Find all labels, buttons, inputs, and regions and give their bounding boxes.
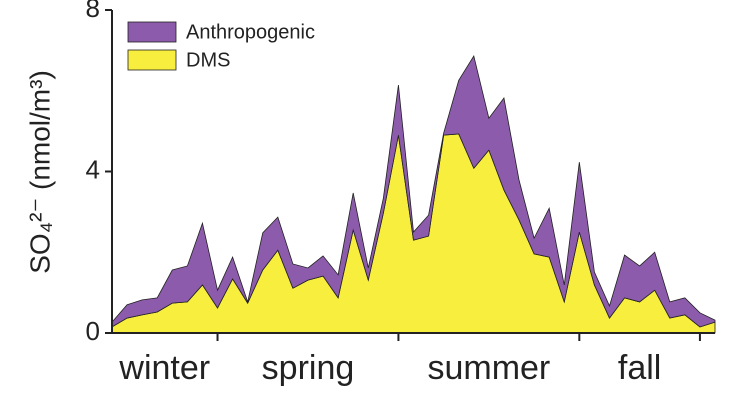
- season-label: winter: [118, 349, 210, 387]
- y-tick-label: 0: [86, 316, 100, 346]
- area: [111, 55, 716, 328]
- season-label: summer: [427, 349, 550, 387]
- y-tick-label: 4: [86, 154, 100, 184]
- season-label: fall: [618, 349, 661, 387]
- y-tick-label: 8: [86, 0, 100, 23]
- legend-swatch: [127, 49, 177, 71]
- season-label: spring: [262, 349, 355, 387]
- legend-swatch: [127, 21, 177, 43]
- legend-label: DMS: [186, 49, 230, 71]
- y-axis-label: SO₄²⁻ (nmol/m³): [24, 70, 55, 274]
- legend-label: Anthropogenic: [186, 21, 315, 43]
